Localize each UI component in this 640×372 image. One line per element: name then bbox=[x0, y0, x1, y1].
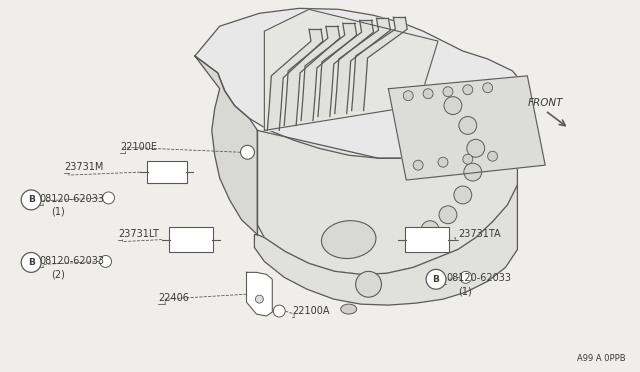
Circle shape bbox=[102, 192, 115, 204]
Circle shape bbox=[488, 151, 497, 161]
Polygon shape bbox=[301, 23, 356, 121]
Text: 23731LT: 23731LT bbox=[118, 229, 159, 238]
FancyBboxPatch shape bbox=[169, 227, 212, 253]
Polygon shape bbox=[195, 56, 257, 235]
Circle shape bbox=[467, 140, 484, 157]
Text: 22100E: 22100E bbox=[120, 142, 157, 152]
Polygon shape bbox=[255, 185, 517, 305]
Polygon shape bbox=[268, 29, 323, 131]
Circle shape bbox=[483, 83, 493, 93]
Circle shape bbox=[443, 87, 453, 97]
Circle shape bbox=[444, 97, 462, 115]
Polygon shape bbox=[195, 8, 527, 158]
Circle shape bbox=[356, 271, 381, 297]
Polygon shape bbox=[284, 26, 340, 125]
Circle shape bbox=[460, 271, 472, 283]
Polygon shape bbox=[335, 18, 390, 113]
Text: B: B bbox=[433, 275, 440, 284]
Polygon shape bbox=[246, 272, 272, 316]
Text: (2): (2) bbox=[51, 269, 65, 279]
Polygon shape bbox=[264, 9, 438, 131]
Circle shape bbox=[463, 85, 473, 95]
Circle shape bbox=[255, 295, 264, 303]
Circle shape bbox=[459, 116, 477, 134]
Circle shape bbox=[273, 305, 285, 317]
Circle shape bbox=[439, 206, 457, 224]
Circle shape bbox=[403, 91, 413, 101]
Circle shape bbox=[423, 89, 433, 99]
Polygon shape bbox=[352, 17, 407, 110]
Text: FRONT: FRONT bbox=[527, 97, 563, 108]
Text: 22406: 22406 bbox=[158, 293, 189, 303]
Text: B: B bbox=[28, 195, 35, 204]
FancyBboxPatch shape bbox=[147, 161, 187, 183]
Text: 23731M: 23731M bbox=[64, 162, 103, 172]
Circle shape bbox=[21, 190, 41, 210]
Circle shape bbox=[100, 256, 111, 267]
Ellipse shape bbox=[321, 221, 376, 259]
Text: 08120-62033: 08120-62033 bbox=[39, 194, 104, 204]
Circle shape bbox=[426, 269, 446, 289]
Circle shape bbox=[463, 154, 473, 164]
Ellipse shape bbox=[340, 304, 356, 314]
Polygon shape bbox=[318, 20, 374, 116]
Text: (1): (1) bbox=[51, 207, 65, 217]
Text: 08120-62033: 08120-62033 bbox=[446, 273, 511, 283]
Polygon shape bbox=[257, 81, 527, 274]
Text: B: B bbox=[28, 258, 35, 267]
Text: (1): (1) bbox=[458, 286, 472, 296]
Text: 23731TA: 23731TA bbox=[458, 229, 500, 238]
Circle shape bbox=[454, 186, 472, 204]
FancyBboxPatch shape bbox=[405, 227, 449, 253]
Circle shape bbox=[421, 221, 439, 238]
Circle shape bbox=[21, 253, 41, 272]
Text: 08120-62033: 08120-62033 bbox=[39, 256, 104, 266]
Polygon shape bbox=[388, 76, 545, 180]
Circle shape bbox=[464, 163, 482, 181]
Circle shape bbox=[438, 157, 448, 167]
Circle shape bbox=[413, 160, 423, 170]
Circle shape bbox=[241, 145, 255, 159]
Text: 22100A: 22100A bbox=[292, 306, 330, 316]
Text: A99 A 0PPB: A99 A 0PPB bbox=[577, 354, 625, 363]
